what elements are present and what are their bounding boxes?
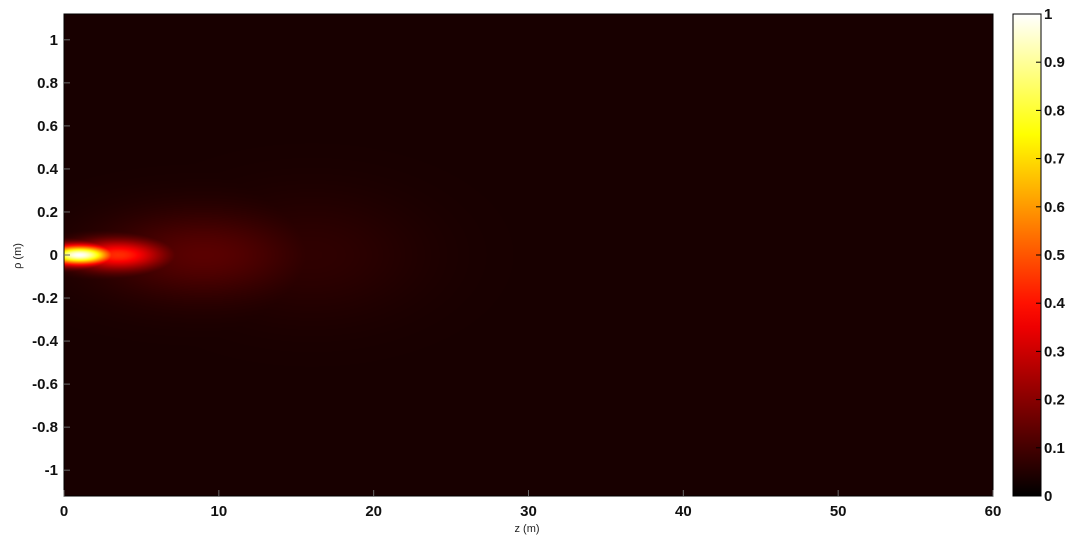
y-tick-label: 0: [50, 247, 58, 264]
colorbar-tick-label: 0: [1044, 488, 1052, 505]
x-tick-label: 60: [985, 503, 1002, 520]
y-tick-label: 1: [50, 32, 58, 49]
y-tick-label: -0.8: [32, 419, 58, 436]
colorbar-tick-label: 0.1: [1044, 440, 1065, 457]
colorbar-tick-label: 0.6: [1044, 199, 1065, 216]
x-axis: 0 10 20 30 40 50 60: [60, 490, 1002, 520]
x-tick-label: 50: [830, 503, 847, 520]
y-tick-label: 0.2: [37, 204, 58, 221]
y-tick-label: 0.8: [37, 75, 58, 92]
plot-area: [63, 13, 994, 497]
colorbar-tick-label: 0.3: [1044, 343, 1065, 360]
heatmap-image: [64, 14, 993, 496]
colorbar-tick-label: 0.4: [1044, 295, 1066, 312]
y-tick-label: -0.6: [32, 376, 58, 393]
x-tick-label: 10: [210, 503, 227, 520]
y-tick-label: 0.6: [37, 118, 58, 135]
y-tick-label: -1: [45, 462, 58, 479]
x-tick-label: 0: [60, 503, 68, 520]
colorbar-tick-label: 0.5: [1044, 247, 1065, 264]
colorbar-tick-label: 0.9: [1044, 54, 1065, 71]
y-axis-label: ρ (m): [12, 243, 24, 269]
colorbar-tick-label: 1: [1044, 6, 1052, 23]
colorbar: 0 0.1 0.2 0.3 0.4 0.5 0.6 0.7 0.8 0.9 1: [1012, 6, 1066, 505]
x-tick-label: 20: [365, 503, 382, 520]
y-tick-label: -0.2: [32, 290, 58, 307]
x-tick-label: 40: [675, 503, 692, 520]
colorbar-tick-label: 0.7: [1044, 151, 1065, 168]
y-axis: 1 0.8 0.6 0.4 0.2 0 -0.2 -0.4 -0.6 -0.8 -1: [32, 32, 70, 479]
y-tick-label: 0.4: [37, 161, 59, 178]
colorbar-tick-label: 0.8: [1044, 102, 1065, 119]
x-tick-label: 30: [520, 503, 537, 520]
colorbar-tick-label: 0.2: [1044, 392, 1065, 409]
y-tick-label: -0.4: [32, 333, 59, 350]
x-axis-label: z (m): [514, 523, 539, 535]
